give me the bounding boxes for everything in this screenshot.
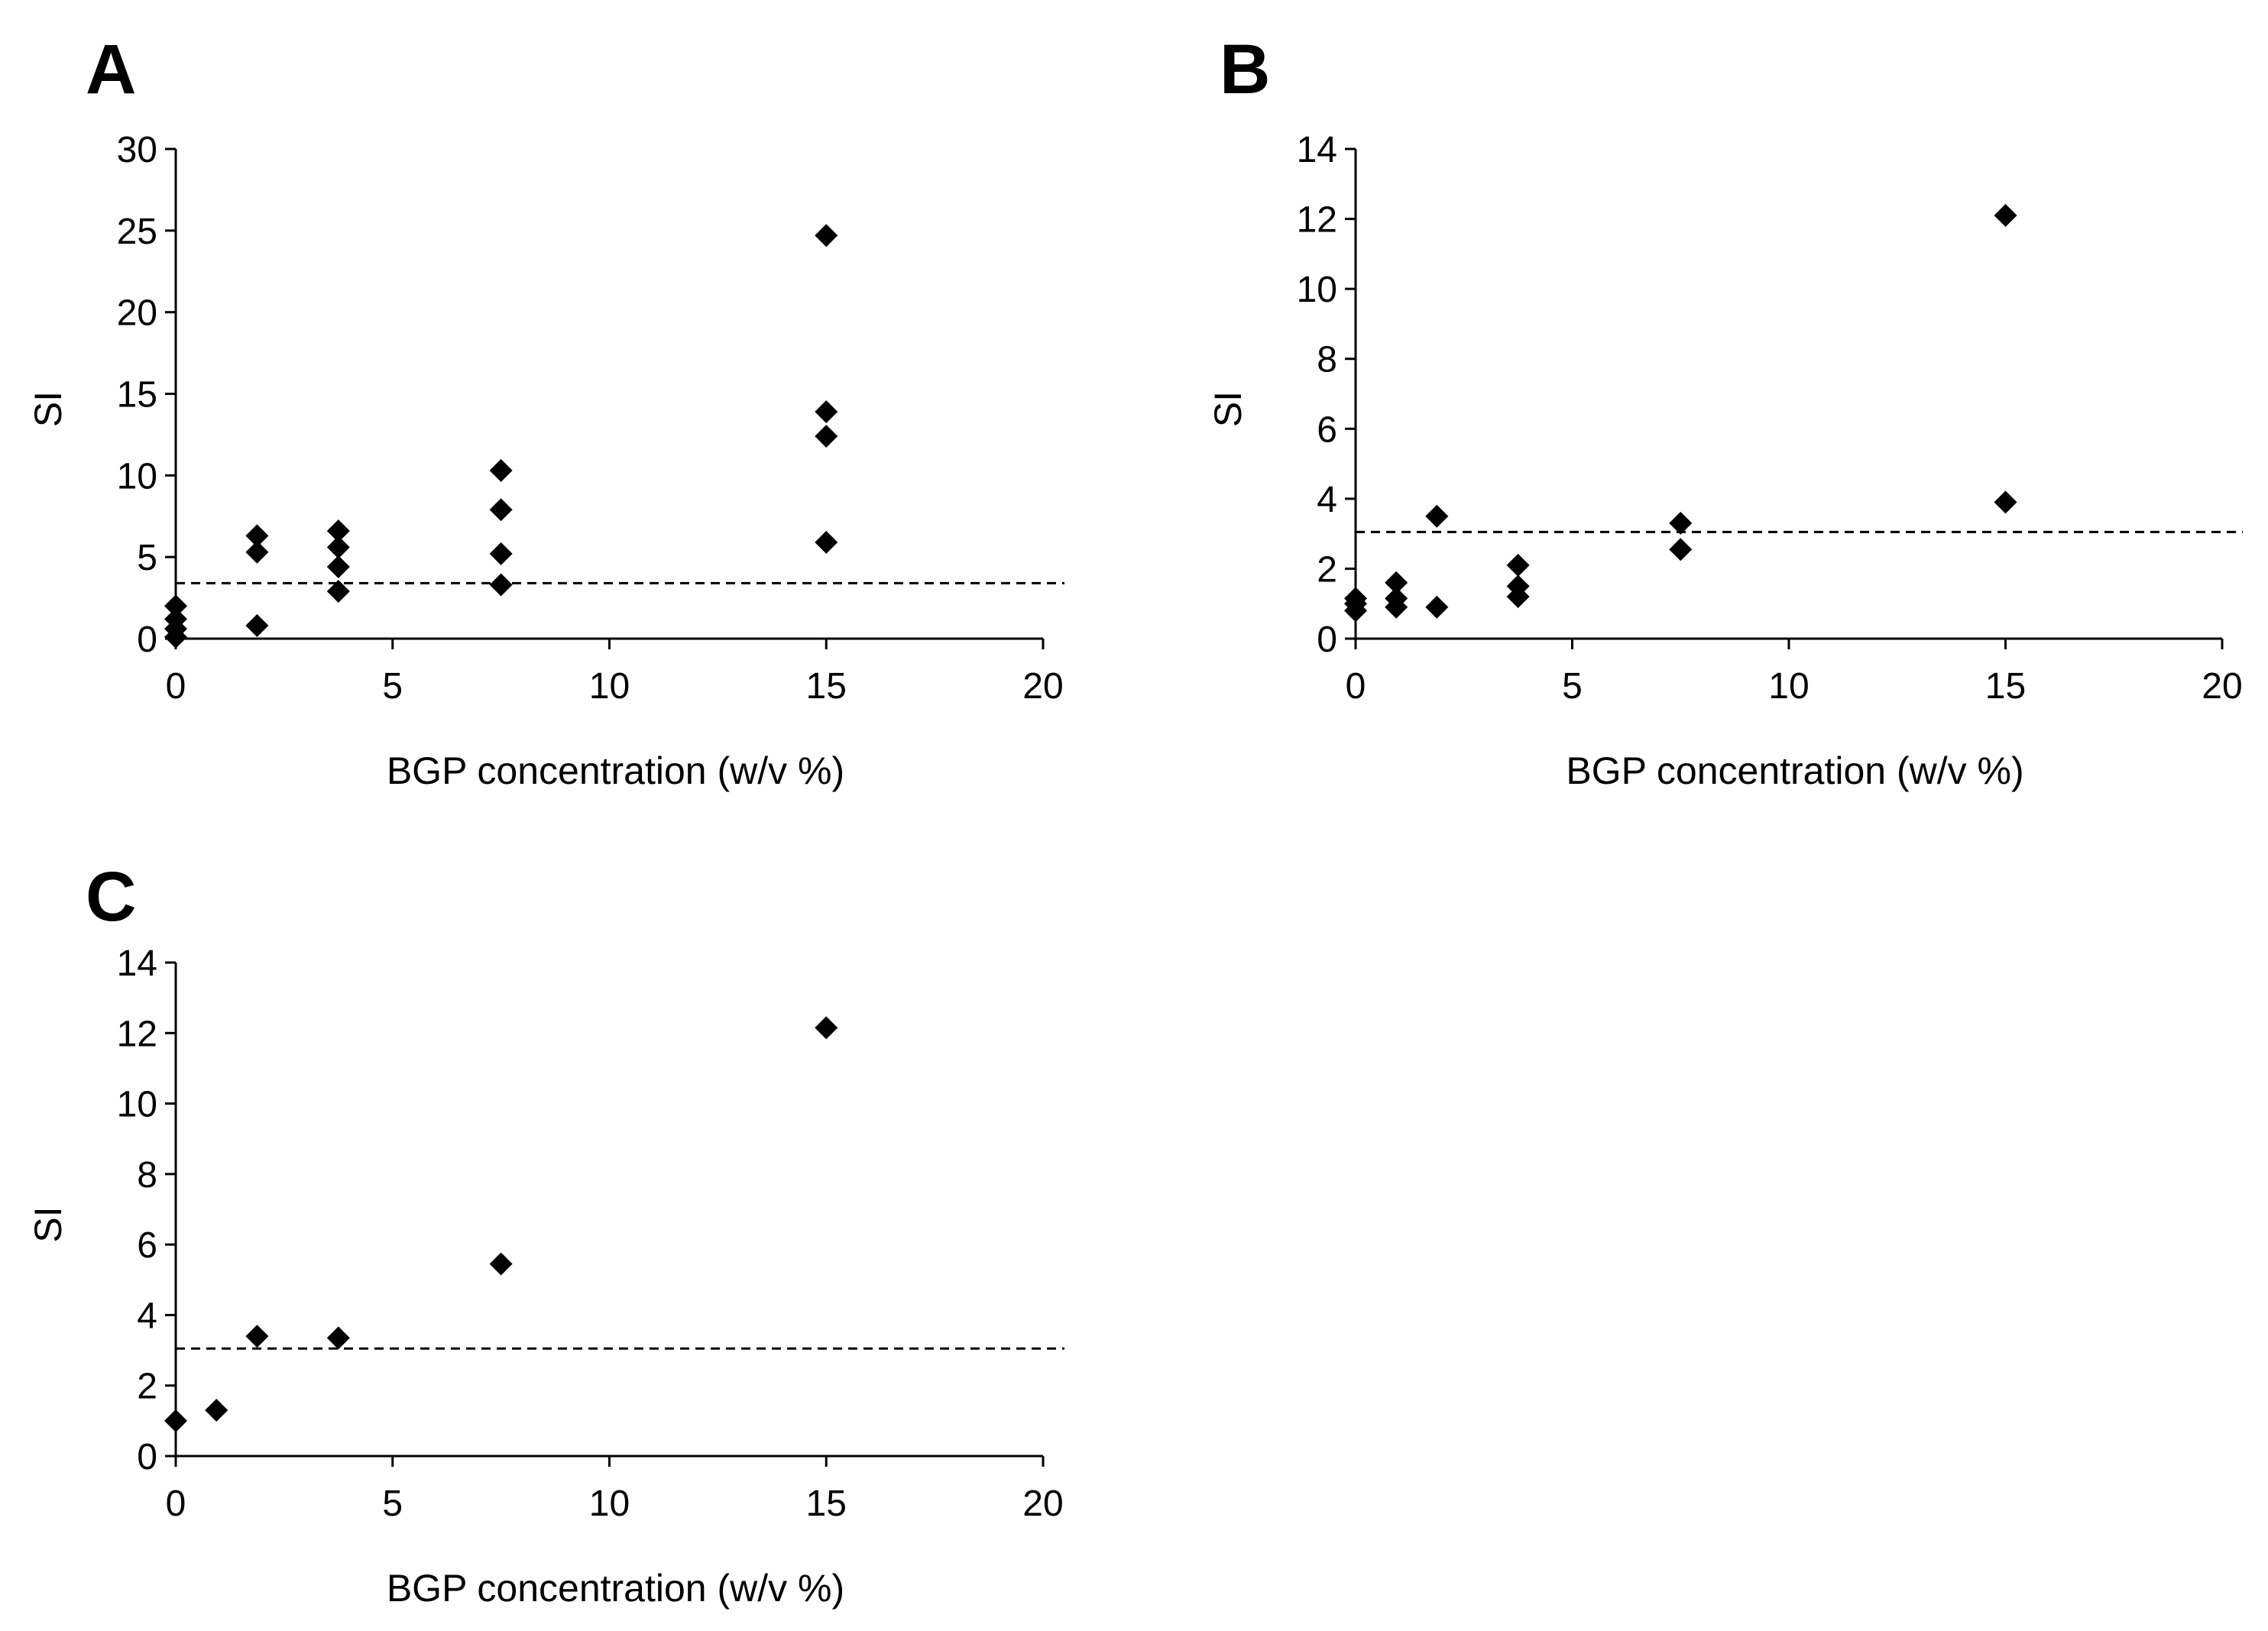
y-tick-label: 14 xyxy=(117,943,157,984)
y-tick-label: 20 xyxy=(117,293,157,334)
data-point xyxy=(1669,538,1693,561)
y-axis-title: SI xyxy=(1207,391,1249,427)
y-tick-label: 5 xyxy=(137,538,157,578)
x-tick-label: 20 xyxy=(1022,666,1063,707)
data-point xyxy=(1385,595,1408,619)
data-point xyxy=(245,524,269,548)
data-point xyxy=(205,1399,228,1422)
data-point xyxy=(489,498,513,522)
data-point xyxy=(489,1252,513,1276)
y-tick-label: 2 xyxy=(137,1367,157,1407)
y-tick-label: 15 xyxy=(117,375,157,416)
y-tick-label: 8 xyxy=(137,1155,157,1196)
chart-panel-b: B 0 2 4 6 8 10 12 14 0 5 10 15 20 BGP concentration (w… xyxy=(1207,31,2243,792)
y-tick-label: 30 xyxy=(117,130,157,170)
data-point xyxy=(245,1325,269,1348)
y-tick-label: 10 xyxy=(117,1085,157,1125)
data-point xyxy=(489,458,513,482)
data-point xyxy=(245,540,269,564)
chart-panel-a: A 0 5 10 15 20 25 30 0 5 10 15 20 BGP concentration (… xyxy=(27,31,1064,792)
panel-letter: B xyxy=(1220,31,1270,108)
x-tick-label: 0 xyxy=(166,666,186,707)
x-tick-label: 20 xyxy=(1022,1484,1063,1524)
data-point xyxy=(1425,504,1449,528)
data-point xyxy=(815,1016,838,1040)
x-tick-label: 5 xyxy=(1562,666,1583,707)
y-tick-label: 8 xyxy=(1317,340,1337,380)
data-point xyxy=(326,519,350,542)
x-tick-label: 10 xyxy=(589,666,630,707)
x-axis-title: BGP concentration (w/v %) xyxy=(387,1567,844,1610)
y-tick-label: 6 xyxy=(137,1225,157,1266)
data-point xyxy=(326,536,350,559)
data-point xyxy=(1506,585,1530,609)
y-tick-label: 4 xyxy=(137,1296,157,1336)
y-axis-title: SI xyxy=(27,391,70,427)
data-point xyxy=(1344,599,1367,623)
data-point xyxy=(164,625,187,649)
x-tick-label: 0 xyxy=(1346,666,1366,707)
x-axis-title: BGP concentration (w/v %) xyxy=(387,749,844,792)
x-tick-label: 15 xyxy=(1985,666,2026,707)
data-point xyxy=(1506,553,1530,577)
y-tick-label: 12 xyxy=(1297,200,1337,241)
data-point xyxy=(326,555,350,578)
x-axis-title: BGP concentration (w/v %) xyxy=(1566,749,2023,792)
data-point xyxy=(1425,595,1449,619)
panel-letter: A xyxy=(86,31,136,108)
data-point xyxy=(489,542,513,565)
x-tick-label: 5 xyxy=(382,1484,403,1524)
data-point xyxy=(164,1409,187,1432)
y-tick-label: 2 xyxy=(1317,549,1337,590)
y-tick-label: 10 xyxy=(117,456,157,497)
x-tick-label: 15 xyxy=(806,666,847,707)
data-point xyxy=(1669,511,1693,535)
y-tick-label: 0 xyxy=(137,1437,157,1477)
data-point xyxy=(245,613,269,637)
x-tick-label: 5 xyxy=(382,666,403,707)
data-point xyxy=(1994,203,2017,227)
y-axis-title: SI xyxy=(27,1206,70,1242)
chart-panel-c: C 0 2 4 6 8 10 12 14 0 5 10 15 20 BGP concentration (w… xyxy=(27,858,1064,1610)
x-tick-label: 10 xyxy=(1768,666,1809,707)
x-tick-label: 10 xyxy=(589,1484,630,1524)
data-point xyxy=(489,573,513,597)
data-point xyxy=(326,580,350,604)
data-point xyxy=(815,530,838,554)
x-tick-label: 20 xyxy=(2202,666,2242,707)
data-point xyxy=(1385,571,1408,594)
data-point xyxy=(1994,490,2017,514)
data-point xyxy=(815,224,838,248)
data-point xyxy=(815,425,838,448)
y-tick-label: 14 xyxy=(1297,130,1337,170)
y-tick-label: 10 xyxy=(1297,270,1337,310)
data-point xyxy=(164,594,187,618)
y-tick-label: 0 xyxy=(1317,620,1337,660)
y-tick-label: 25 xyxy=(117,212,157,252)
data-point xyxy=(326,1326,350,1350)
y-tick-label: 6 xyxy=(1317,409,1337,450)
y-tick-label: 0 xyxy=(137,620,157,660)
data-point xyxy=(815,400,838,424)
x-tick-label: 0 xyxy=(166,1484,186,1524)
y-tick-label: 4 xyxy=(1317,480,1337,520)
x-tick-label: 15 xyxy=(806,1484,847,1524)
panel-letter: C xyxy=(86,858,136,936)
y-tick-label: 12 xyxy=(117,1014,157,1054)
